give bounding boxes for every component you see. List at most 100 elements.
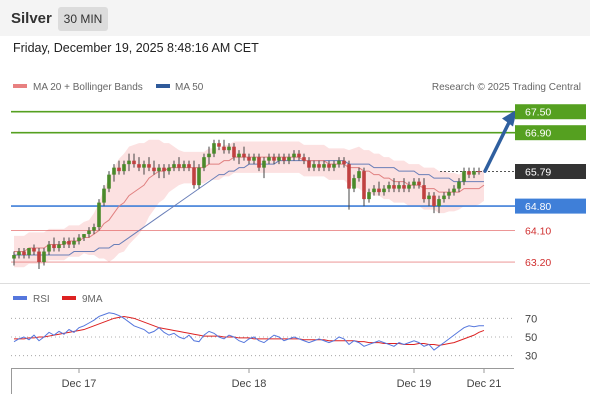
copyright-text: Research © 2025 Trading Central xyxy=(432,82,581,93)
x-tick-label: Dec 17 xyxy=(62,378,97,390)
candle-body xyxy=(262,160,266,168)
candle-body xyxy=(62,241,66,245)
candle-body xyxy=(82,234,86,238)
candle-body xyxy=(72,241,76,245)
candle-body xyxy=(242,153,246,158)
rsi-legend-label: RSI xyxy=(33,294,50,305)
candle-body xyxy=(67,241,71,245)
current-price-label: 65.79 xyxy=(525,166,551,178)
candle-body xyxy=(117,167,121,172)
candle-body xyxy=(227,146,231,151)
candle-body xyxy=(407,185,411,189)
candle-body xyxy=(412,181,416,186)
candle-body xyxy=(122,164,126,172)
candle-body xyxy=(232,146,236,158)
candle-body xyxy=(47,244,51,252)
candle-body xyxy=(137,164,141,168)
x-tick-label: Dec 19 xyxy=(397,378,432,390)
candle-body xyxy=(52,244,56,249)
candle-body xyxy=(27,248,31,256)
header-bar: Silver 30 MIN xyxy=(0,0,590,36)
candle-body xyxy=(247,157,251,161)
ma9-legend-swatch xyxy=(62,296,76,300)
candle-body xyxy=(452,188,456,193)
candle-body xyxy=(472,171,476,175)
candle-body xyxy=(177,164,181,168)
rsi-panel: RSI 9MA 70 50 30 xyxy=(11,294,537,363)
current-price-tag xyxy=(515,163,586,179)
candle-body xyxy=(152,167,156,172)
candle-body xyxy=(277,157,281,161)
candle-body xyxy=(87,230,91,235)
rsi-line xyxy=(13,312,484,351)
candle-body xyxy=(267,157,271,161)
candle-body xyxy=(437,199,441,207)
candle-body xyxy=(387,185,391,189)
candle-body xyxy=(477,171,481,173)
candle-body xyxy=(427,195,431,200)
candle-body xyxy=(187,164,191,168)
candle-body xyxy=(252,157,256,161)
candle-body xyxy=(347,164,351,189)
rsi-legend-swatch xyxy=(13,296,27,300)
candle-body xyxy=(307,160,311,168)
resistance-2-label: 67.50 xyxy=(525,107,551,119)
main-panel: 67.50 66.90 65.79 64.80 64.10 63.20 xyxy=(0,104,590,284)
candle-body xyxy=(312,164,316,168)
candle-body xyxy=(377,188,381,193)
candle-body xyxy=(322,164,326,168)
rsi-tick-label: 50 xyxy=(525,332,537,344)
candle-body xyxy=(392,185,396,189)
support-1-label: 64.10 xyxy=(525,226,551,238)
candle-body xyxy=(402,185,406,189)
x-axis: Dec 17 Dec 18 Dec 19 Dec 21 xyxy=(11,368,514,394)
rsi-ma9-line xyxy=(14,315,485,346)
candle-body xyxy=(112,167,116,175)
ma9-legend-label: 9MA xyxy=(82,294,103,305)
pivot-label: 64.80 xyxy=(525,201,551,213)
candle-body xyxy=(297,153,301,158)
candle-body xyxy=(12,255,16,259)
candle-body xyxy=(422,185,426,200)
candle-body xyxy=(417,181,421,186)
candle-body xyxy=(107,174,111,189)
candle-body xyxy=(442,195,446,200)
resistance-1-label: 66.90 xyxy=(525,128,551,140)
candle-body xyxy=(182,164,186,168)
candle-body xyxy=(42,251,46,263)
candle-body xyxy=(287,157,291,161)
candle-body xyxy=(272,157,276,161)
candle-body xyxy=(162,167,166,172)
ma50-legend-label: MA 50 xyxy=(175,82,204,93)
candle-body xyxy=(352,178,356,189)
candle-body xyxy=(167,167,171,172)
candle-body xyxy=(292,153,296,158)
pivot-tag xyxy=(515,198,586,214)
candle-body xyxy=(447,192,451,196)
candle-body xyxy=(202,157,206,168)
rsi-tick-label: 30 xyxy=(525,351,537,363)
ma20-legend-swatch xyxy=(13,84,27,88)
timeframe-button[interactable]: 30 MIN xyxy=(58,7,108,31)
candle-body xyxy=(57,244,61,249)
candle-body xyxy=(342,160,346,165)
candle-body xyxy=(102,188,106,203)
candle-body xyxy=(172,164,176,168)
instrument-title: Silver xyxy=(11,10,52,27)
rsi-tick-label: 70 xyxy=(525,313,537,325)
resistance-2-tag xyxy=(515,104,586,120)
forecast-arrowhead xyxy=(502,109,517,127)
candle-body xyxy=(327,164,331,168)
support-2-label: 63.20 xyxy=(525,257,551,269)
chart-datetime: Friday, December 19, 2025 8:48:16 AM CET xyxy=(13,41,259,55)
candle-body xyxy=(337,160,341,165)
candle-body xyxy=(97,202,101,228)
candle-body xyxy=(302,157,306,161)
candle-body xyxy=(332,164,336,168)
resistance-1-tag xyxy=(515,125,586,141)
candle-body xyxy=(372,188,376,193)
candle-body xyxy=(237,153,241,158)
candle-body xyxy=(77,237,81,242)
candle-body xyxy=(382,188,386,193)
candle-body xyxy=(367,192,371,200)
